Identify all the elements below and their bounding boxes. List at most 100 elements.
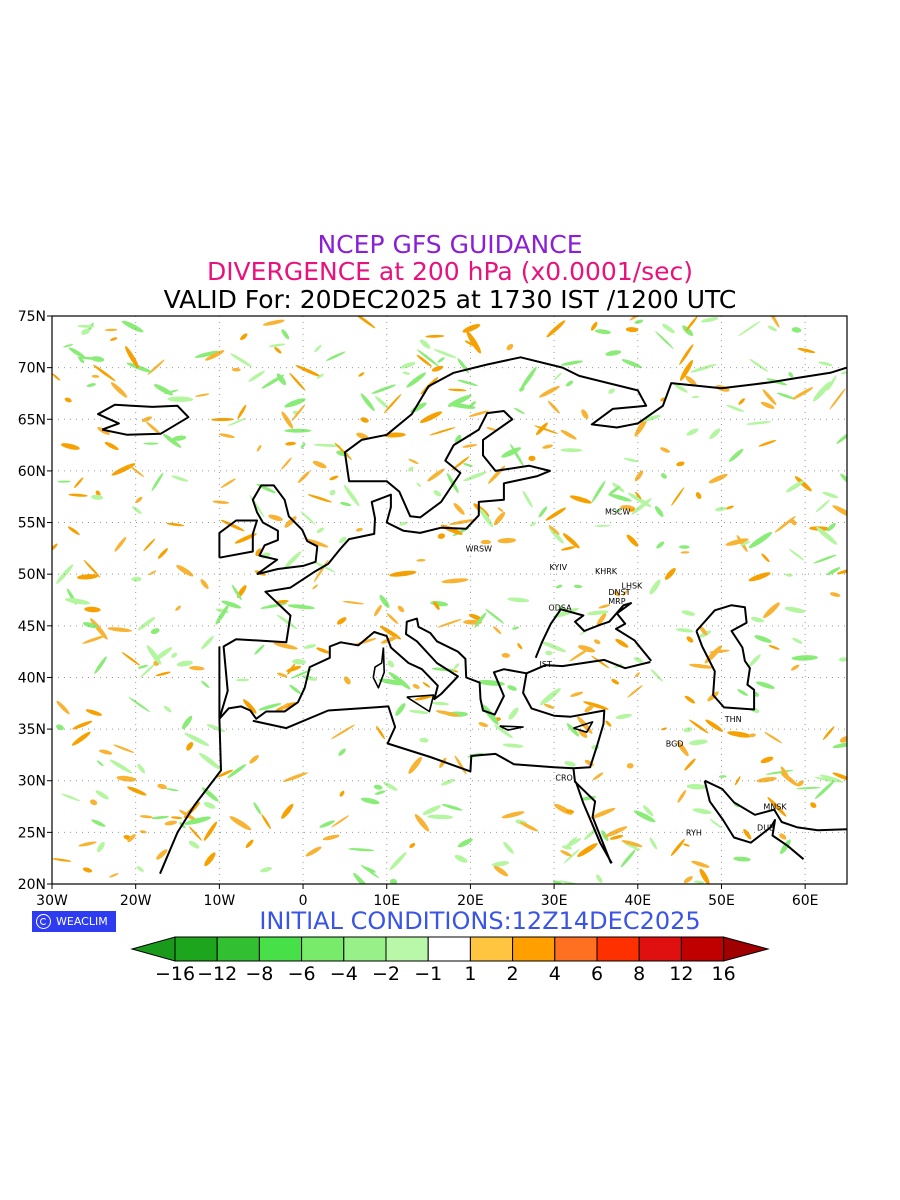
field-streak: [762, 389, 777, 406]
field-streak: [553, 372, 562, 381]
field-streak: [313, 443, 342, 447]
field-streak: [135, 496, 143, 504]
field-streak: [338, 748, 346, 756]
field-streak: [791, 327, 802, 333]
field-streak: [331, 724, 356, 740]
city-label: KYIV: [549, 563, 567, 572]
field-streak: [691, 395, 700, 399]
field-streak: [797, 780, 804, 787]
field-streak: [822, 726, 835, 740]
field-streak: [84, 606, 101, 613]
field-streak: [360, 417, 369, 423]
field-streak: [683, 876, 693, 884]
field-streak: [235, 678, 250, 682]
field-streak: [593, 639, 601, 645]
field-streak: [634, 470, 644, 482]
coastline: [574, 781, 613, 864]
field-streak: [482, 704, 499, 725]
field-streak: [590, 321, 598, 331]
weaclim-logo: WEACLIM: [32, 911, 116, 932]
field-streak: [764, 731, 783, 744]
field-streak: [63, 344, 74, 348]
field-streak: [201, 680, 210, 689]
field-streak: [412, 684, 420, 689]
field-streak: [150, 628, 160, 634]
field-streak: [679, 359, 694, 381]
field-streak: [107, 627, 133, 632]
lat-tick-label: 25N: [18, 825, 46, 841]
map-title: NCEP GFS GUIDANCE: [317, 230, 583, 259]
valid-time: VALID For: 20DEC2025 at 1730 IST /1200 U…: [163, 285, 737, 314]
field-streak: [165, 788, 179, 792]
field-streak: [316, 647, 330, 654]
colorbar-label: 4: [549, 963, 561, 985]
field-streak: [840, 473, 847, 486]
field-streak: [109, 873, 119, 878]
field-streak: [718, 775, 727, 778]
field-streak: [649, 579, 661, 595]
field-streak: [494, 724, 513, 739]
initial-conditions: INITIAL CONDITIONS:12Z14DEC2025: [259, 907, 701, 935]
field-streak: [493, 865, 509, 877]
field-streak: [355, 527, 363, 532]
colorbar-label: −12: [197, 963, 237, 985]
field-streak: [560, 360, 584, 366]
field-streak: [507, 685, 517, 691]
field-streak: [774, 515, 796, 533]
field-streak: [796, 786, 821, 790]
field-streak: [622, 590, 628, 596]
field-streak: [249, 494, 265, 518]
field-streak: [64, 598, 91, 605]
field-streak: [78, 357, 85, 364]
field-streak: [620, 505, 634, 510]
field-streak: [289, 372, 306, 391]
field-streak: [68, 347, 86, 359]
field-streak: [684, 695, 696, 704]
field-streak: [416, 354, 432, 367]
field-streak: [565, 809, 575, 814]
field-streak: [433, 601, 440, 610]
field-streak: [137, 763, 146, 774]
field-streak: [184, 816, 212, 825]
field-streak: [164, 820, 178, 826]
field-streak: [569, 495, 592, 504]
field-streak: [577, 843, 598, 857]
lat-tick-label: 45N: [18, 619, 46, 635]
field-streak: [493, 511, 506, 526]
field-streak: [273, 642, 298, 650]
field-streak: [121, 651, 141, 666]
field-streak: [395, 703, 406, 716]
field-streak: [67, 526, 80, 536]
field-streak: [680, 551, 690, 554]
field-streak: [139, 815, 153, 819]
field-streak: [562, 533, 580, 549]
lon-tick-label: 10E: [373, 893, 400, 909]
field-streak: [560, 448, 583, 453]
field-streak: [229, 816, 252, 831]
coastline: [218, 617, 527, 720]
field-streak: [488, 465, 506, 484]
coastline: [97, 403, 190, 436]
field-streak: [684, 758, 696, 771]
field-streak: [203, 821, 218, 841]
field-streak: [290, 669, 313, 679]
field-streak: [660, 447, 670, 453]
divergence-field: [52, 316, 847, 884]
field-streak: [737, 689, 748, 696]
field-streak: [356, 432, 369, 440]
field-streak: [175, 605, 181, 611]
field-streak: [695, 492, 702, 500]
field-streak: [268, 343, 286, 348]
field-streak: [437, 357, 445, 363]
field-streak: [52, 373, 61, 381]
field-streak: [594, 329, 611, 335]
field-streak: [319, 820, 335, 828]
field-streak: [480, 539, 492, 545]
field-streak: [198, 752, 221, 770]
field-streak: [486, 427, 498, 432]
field-streak: [560, 850, 572, 857]
field-streak: [274, 347, 282, 354]
field-streak: [419, 411, 443, 424]
field-streak: [166, 522, 185, 527]
field-streak: [555, 584, 563, 589]
